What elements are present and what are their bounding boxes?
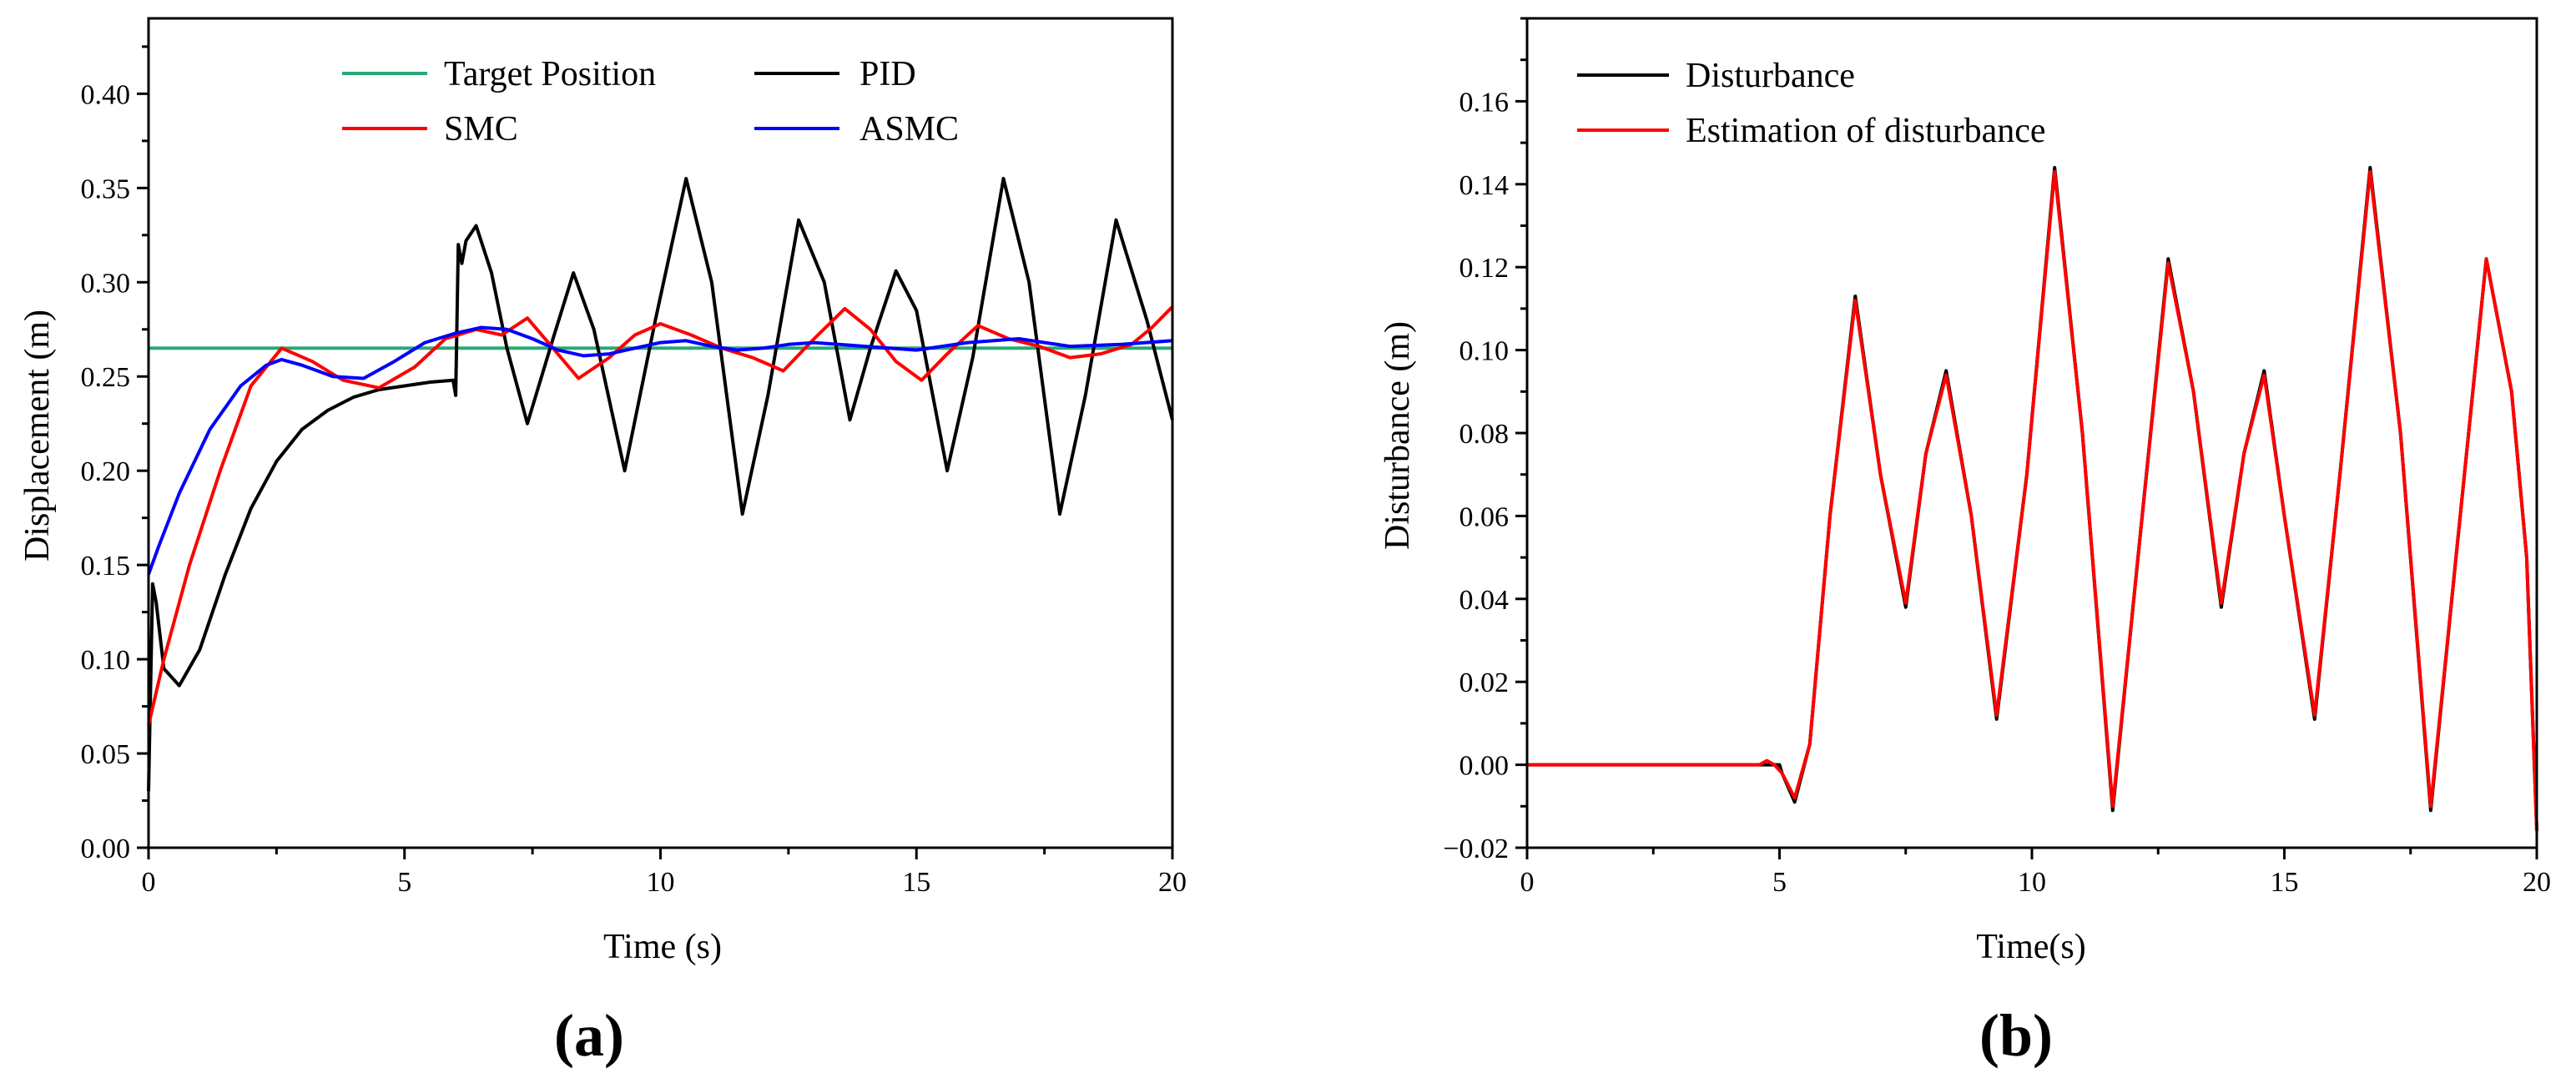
chart-b-xtick-label: 5	[1772, 867, 1787, 898]
chart-a-xtick-label: 15	[902, 867, 930, 898]
legend-label-disturbance: Disturbance	[1686, 57, 1855, 95]
chart-a-legend: Target Position PID SMC ASMC	[342, 55, 959, 149]
chart-b-axes: 0 5 10 15 20 −0.02 0.00 0.02 0.04 0.06 0.08 0.10 0.1…	[1443, 17, 2551, 898]
chart-b-xtick-label: 20	[2523, 867, 2551, 898]
chart-a-ytick-label: 0.20	[81, 456, 131, 487]
chart-b-xtick-label: 15	[2271, 867, 2299, 898]
chart-a: 0 5 10 15 20 0.00 0.05 0.10 0.15 0.20 0.25 0.30 0.35…	[18, 17, 1187, 1069]
chart-a-panel-label: (a)	[554, 1002, 624, 1069]
chart-b: 0 5 10 15 20 −0.02 0.00 0.02 0.04 0.06 0.08 0.10 0.1…	[1379, 17, 2551, 1069]
legend-label-smc: SMC	[444, 110, 518, 149]
chart-b-ytick-label: 0.02	[1459, 667, 1510, 698]
chart-a-frame	[147, 17, 1174, 849]
legend-label-target-position: Target Position	[444, 55, 656, 93]
chart-a-axes: 0 5 10 15 20 0.00 0.05 0.10 0.15 0.20 0.25 0.30 0.35…	[81, 17, 1187, 898]
chart-b-ytick-label: 0.04	[1459, 585, 1510, 616]
chart-b-legend: Disturbance Estimation of disturbance	[1577, 57, 2046, 150]
chart-a-series-pid	[147, 177, 1174, 792]
legend-label-asmc: ASMC	[860, 110, 959, 149]
chart-a-ytick-label: 0.30	[81, 268, 131, 299]
chart-a-series-smc	[147, 305, 1174, 726]
chart-a-ytick-label: 0.00	[81, 834, 131, 864]
chart-a-ytick-label: 0.05	[81, 739, 131, 770]
chart-a-ytick-label: 0.25	[81, 362, 131, 393]
chart-b-xtick-label: 10	[2018, 867, 2046, 898]
chart-b-ytick-label: 0.00	[1459, 751, 1510, 782]
chart-a-ylabel: Displacement (m)	[18, 310, 57, 562]
legend-label-estimation: Estimation of disturbance	[1686, 112, 2046, 150]
chart-a-series-asmc	[147, 325, 1173, 576]
chart-a-ytick-label: 0.15	[81, 551, 131, 582]
chart-b-series-estimation-of-disturbance	[1527, 169, 2538, 832]
chart-b-xtick-label: 0	[1520, 867, 1535, 898]
chart-b-panel-label: (b)	[1979, 1002, 2053, 1069]
chart-b-ytick-label: 0.12	[1459, 253, 1510, 284]
chart-b-ytick-label: 0.06	[1459, 501, 1510, 532]
chart-b-ytick-label: 0.10	[1459, 336, 1510, 367]
chart-a-ytick-label: 0.40	[81, 79, 131, 110]
chart-a-xlabel: Time (s)	[603, 928, 722, 966]
chart-a-ytick-label: 0.35	[81, 174, 131, 204]
chart-a-ytick-label: 0.10	[81, 645, 131, 676]
chart-b-xlabel: Time(s)	[1976, 928, 2085, 966]
chart-b-ylabel: Disturbance (m)	[1379, 321, 1417, 550]
chart-a-xtick-label: 10	[647, 867, 675, 898]
chart-b-ytick-label: −0.02	[1443, 834, 1509, 864]
legend-label-pid: PID	[860, 55, 916, 93]
chart-a-xtick-label: 20	[1158, 867, 1187, 898]
chart-b-ytick-label: 0.14	[1459, 170, 1510, 201]
chart-a-lines	[147, 177, 1174, 792]
chart-b-ytick-label: 0.08	[1459, 419, 1510, 450]
chart-a-xtick-label: 5	[397, 867, 411, 898]
chart-a-xtick-label: 0	[142, 867, 156, 898]
chart-b-ytick-label: 0.16	[1459, 87, 1510, 118]
chart-b-series-disturbance	[1527, 165, 2538, 832]
chart-b-lines	[1527, 165, 2538, 832]
